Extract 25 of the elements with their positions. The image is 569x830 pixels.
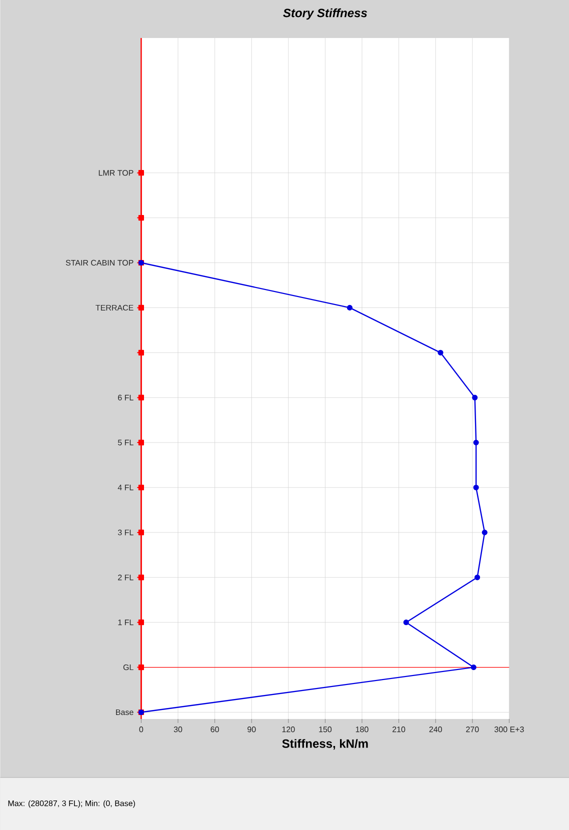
x-tick-label: 270	[466, 726, 479, 732]
y-tick-label: STAIR CABIN TOP	[66, 260, 134, 266]
y-tick-label: 5 FL	[118, 440, 134, 446]
x-tick-label: 30	[174, 726, 182, 732]
x-tick-label: 180	[356, 726, 368, 732]
y-tick-label: 1 FL	[118, 620, 134, 626]
y-tick-label: 6 FL	[118, 394, 134, 400]
chart-title: Story Stiffness	[282, 8, 367, 20]
text: Max: (280287, 3 FL); Min: (0, Base)	[8, 800, 135, 808]
x-tick-label: 90	[247, 726, 256, 732]
x-axis-title: Stiffness, kN/m	[282, 739, 368, 750]
x-tick-label: 240	[429, 726, 442, 732]
x-tick-label: 0	[139, 726, 143, 732]
x-tick-label: 150	[318, 726, 332, 732]
x-tick-label: 60	[210, 726, 219, 732]
y-tick-label: LMR TOP	[98, 170, 134, 176]
x-tick-label: 210	[392, 726, 405, 732]
x-tick-label: 120	[282, 726, 295, 732]
x-tick-label: 300 E+3	[494, 726, 524, 732]
y-tick-label: 4 FL	[118, 484, 134, 490]
y-tick-label: TERRACE	[95, 304, 134, 311]
y-tick-label: GL	[123, 664, 134, 670]
y-tick-label: 3 FL	[118, 530, 134, 536]
y-tick-label: 2 FL	[118, 574, 134, 580]
y-tick-label: Base	[116, 709, 134, 716]
